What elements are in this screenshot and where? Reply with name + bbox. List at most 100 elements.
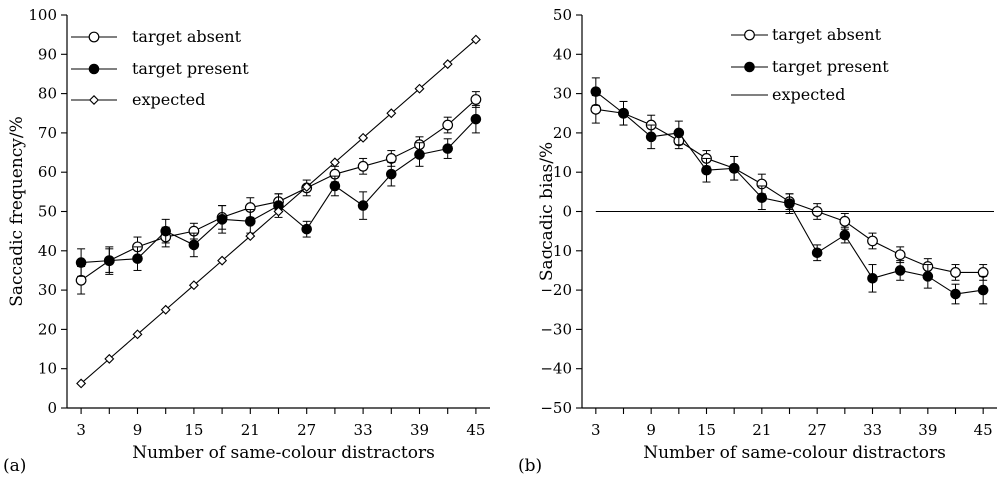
legend-entry: target present	[71, 59, 249, 78]
y-axis-title: Saccadic frequency/%	[7, 116, 27, 307]
data-point	[977, 267, 989, 278]
data-point	[132, 253, 143, 264]
legend-label: expected	[132, 90, 205, 109]
data-point	[76, 378, 87, 389]
x-tick-label: 9	[133, 421, 143, 439]
y-tick-label: −20	[540, 281, 572, 299]
data-point	[784, 198, 795, 209]
x-axis-title: Number of same-colour distractors	[643, 443, 946, 463]
data-point	[811, 247, 823, 259]
data-point	[867, 273, 878, 284]
data-point	[301, 181, 312, 192]
x-tick-label: 39	[410, 421, 429, 439]
x-axis-title: Number of same-colour distractors	[132, 443, 435, 463]
y-tick-label: 30	[553, 85, 572, 103]
data-point	[160, 304, 171, 315]
data-point	[357, 160, 369, 172]
data-point	[728, 162, 740, 174]
series-target-present	[590, 77, 989, 305]
data-point	[75, 274, 87, 286]
data-point	[104, 255, 115, 266]
y-tick-label: 50	[38, 203, 57, 221]
x-tick-label: 39	[918, 421, 937, 439]
legend-marker	[89, 95, 99, 105]
data-point	[922, 271, 934, 282]
y-tick-label: 80	[38, 85, 57, 103]
x-tick-label: 21	[752, 421, 771, 439]
data-point	[470, 94, 482, 105]
data-point	[590, 86, 602, 97]
series-target-absent	[590, 95, 989, 281]
data-point	[950, 267, 961, 278]
data-point	[132, 329, 143, 340]
y-tick-label: 10	[553, 163, 572, 181]
data-point	[894, 265, 906, 276]
series-line	[80, 99, 477, 281]
data-point	[245, 216, 256, 227]
legend-label: target present	[132, 59, 249, 78]
data-point	[977, 284, 989, 296]
data-point	[329, 180, 341, 192]
panel-label: (b)	[518, 456, 542, 476]
data-point	[645, 131, 657, 143]
data-point	[386, 168, 397, 180]
data-point	[414, 149, 425, 160]
data-point	[894, 249, 906, 261]
data-point	[216, 214, 228, 225]
data-point	[470, 34, 481, 45]
y-tick-label: 40	[38, 242, 57, 260]
y-tick-label: −10	[540, 242, 572, 260]
data-point	[950, 288, 961, 300]
data-point	[75, 257, 87, 268]
x-tick-label: 27	[297, 421, 316, 439]
legend-marker	[744, 61, 755, 73]
data-point	[357, 200, 369, 211]
y-tick-label: 60	[38, 163, 57, 181]
legend-entry: expected	[731, 85, 845, 104]
data-point	[104, 353, 115, 364]
series-target-present	[75, 104, 482, 277]
data-point	[217, 255, 228, 266]
y-tick-label: −30	[540, 320, 572, 338]
y-axis-title: Saccadic bias/%	[537, 142, 557, 281]
y-tick-label: 40	[553, 45, 572, 63]
data-point	[839, 229, 851, 241]
legend-entry: target absent	[731, 25, 882, 44]
data-point	[329, 157, 340, 168]
data-point	[442, 59, 453, 70]
x-tick-label: 45	[466, 421, 485, 439]
data-point	[245, 231, 256, 242]
y-tick-label: 30	[38, 281, 57, 299]
data-point	[386, 108, 397, 119]
legend-entry: target absent	[71, 27, 242, 46]
data-point	[590, 103, 602, 115]
y-tick-label: −40	[540, 360, 572, 378]
x-tick-label: 15	[184, 421, 203, 439]
x-tick-label: 33	[863, 421, 882, 439]
data-point	[442, 143, 454, 154]
data-point	[160, 225, 171, 237]
data-point	[618, 107, 629, 119]
legend-marker	[744, 29, 755, 41]
series-expected	[76, 34, 481, 389]
data-point	[756, 192, 768, 204]
y-tick-label: 0	[562, 203, 572, 221]
data-point	[867, 235, 878, 247]
x-tick-label: 3	[591, 421, 601, 439]
y-tick-label: 50	[553, 6, 572, 24]
y-tick-label: 90	[38, 45, 57, 63]
x-tick-label: 9	[646, 421, 656, 439]
data-point	[701, 164, 712, 176]
y-tick-label: 0	[47, 399, 57, 417]
x-tick-label: 45	[974, 421, 993, 439]
y-tick-label: 20	[38, 320, 57, 338]
legend-entry: target present	[731, 57, 889, 76]
data-point	[442, 119, 454, 131]
data-point	[358, 132, 369, 143]
y-tick-label: 10	[38, 360, 57, 378]
data-point	[188, 280, 199, 291]
data-point	[839, 215, 851, 227]
